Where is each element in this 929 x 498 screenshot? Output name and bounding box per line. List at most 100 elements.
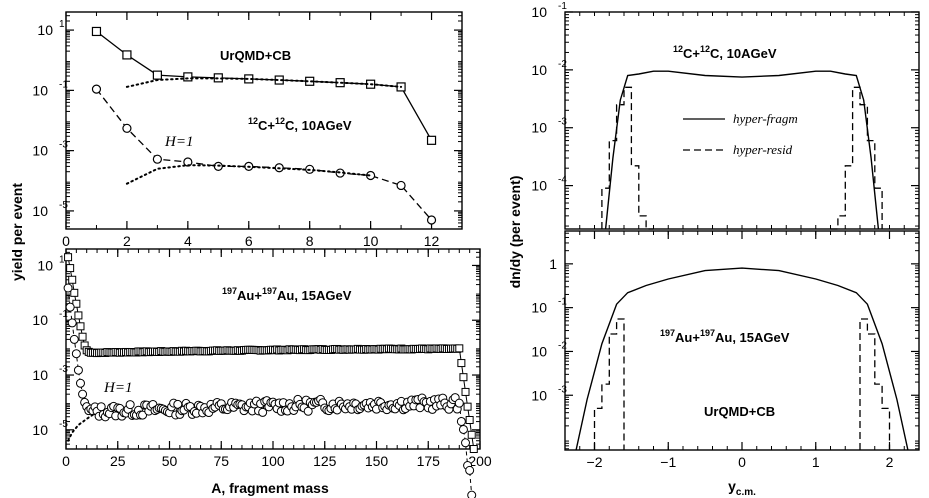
x-tick-label: 50: [162, 453, 178, 469]
x-tick-label: 0: [62, 233, 70, 249]
y-tick-label: 10: [531, 4, 547, 20]
x-tick-label: 2: [123, 233, 131, 249]
right-x-axis-label-main: y: [728, 478, 736, 494]
circle-marker: [75, 378, 85, 388]
hyper-resid-steps: [593, 318, 625, 450]
circle-marker: [303, 406, 313, 416]
y-tick-label: 10: [531, 343, 547, 359]
square-marker: [76, 322, 85, 331]
annotation-cc-left: 12C+12C, 10AGeV: [248, 116, 352, 133]
square-marker: [70, 288, 79, 297]
square-marker: [74, 311, 83, 320]
y-tick-label: 10: [531, 178, 547, 194]
y-tick-exponent: -3: [558, 117, 567, 128]
x-tick-label: 0: [62, 453, 70, 469]
annotation-cc-right: 12C+12C, 10AGeV: [673, 44, 777, 61]
circle-marker: [67, 318, 77, 328]
square-marker: [68, 275, 77, 284]
circle-marker: [138, 410, 148, 420]
right-x-axis-label-sub: c.m.: [736, 487, 756, 498]
square-marker: [91, 26, 102, 37]
circle-marker: [454, 398, 464, 408]
square-marker: [461, 387, 470, 396]
circle-marker: [122, 123, 132, 133]
x-tick-label: 10: [363, 233, 379, 249]
square-marker: [457, 359, 466, 368]
x-tick-label: 100: [261, 453, 285, 469]
x-tick-label: 75: [213, 453, 229, 469]
series-dotted-line: [125, 164, 372, 185]
y-tick-exponent: -3: [558, 384, 567, 395]
circle-marker: [65, 302, 75, 312]
circle-marker: [467, 490, 477, 498]
y-tick-label: 10: [531, 62, 547, 78]
y-tick-exponent: -3: [59, 140, 68, 151]
y-tick-label: 10: [531, 300, 547, 316]
left-y-axis-label: yield per event: [9, 183, 25, 281]
square-marker: [122, 50, 132, 60]
y-tick-exponent: -4: [558, 175, 567, 186]
y-tick-label: 10: [531, 387, 547, 403]
square-marker: [467, 430, 476, 439]
y-tick-exponent: -1: [558, 297, 567, 308]
x-tick-label: 4: [184, 233, 192, 249]
circle-marker: [396, 180, 406, 191]
y-tick-label: 10: [32, 367, 48, 383]
hyper-resid-steps: [859, 318, 891, 450]
circle-marker: [73, 365, 83, 375]
y-tick-label: 10: [37, 22, 53, 38]
h1-label-top: H=1: [164, 134, 193, 150]
hyper-fragm-line: [575, 267, 909, 451]
x-tick-label: 175: [417, 453, 441, 469]
right-y-axis-label: dn/dy (per event): [507, 176, 523, 289]
y-tick-exponent: 1: [59, 254, 65, 265]
circle-marker: [366, 170, 376, 181]
circle-marker: [78, 389, 88, 399]
hyper-fragm-line: [604, 70, 880, 230]
x-tick-label: 0: [738, 454, 746, 470]
circle-marker: [71, 349, 81, 359]
y-tick-exponent: -2: [558, 59, 567, 70]
circle-marker: [258, 407, 268, 417]
y-tick-exponent: -5: [59, 200, 68, 211]
circle-marker: [125, 400, 135, 410]
annotation-urqmd-right: UrQMD+CB: [704, 404, 775, 419]
y-tick-label: 10: [32, 143, 48, 159]
square-marker: [463, 402, 472, 411]
circle-marker: [426, 215, 437, 225]
circle-marker: [461, 438, 471, 448]
x-tick-label: 25: [110, 453, 126, 469]
annotation-urqmd-left: UrQMD+CB: [220, 48, 291, 63]
frame-cc-yield: [65, 11, 463, 230]
x-tick-label: 200: [468, 453, 492, 469]
square-marker: [465, 416, 474, 425]
x-tick-label: −1: [660, 454, 676, 470]
x-tick-label: 6: [245, 233, 253, 249]
circle-marker: [458, 424, 468, 434]
circle-marker: [152, 154, 162, 164]
left-x-axis-label: A, fragment mass: [211, 480, 329, 496]
x-tick-label: 150: [365, 453, 389, 469]
y-tick-exponent: -3: [59, 364, 68, 375]
series-dotted-line: [125, 77, 403, 88]
square-marker: [459, 373, 468, 382]
x-tick-label: 125: [313, 453, 337, 469]
x-tick-label: 2: [886, 454, 894, 470]
circle-marker: [456, 416, 466, 426]
y-tick-label: 1: [549, 256, 557, 272]
square-marker: [66, 264, 75, 273]
y-tick-label: 10: [32, 422, 48, 438]
y-tick-exponent: -1: [558, 1, 567, 12]
annotation-auau-right: 197Au+197Au, 15AGeV: [660, 328, 790, 345]
y-tick-exponent: -1: [59, 79, 68, 90]
circle-marker: [69, 334, 79, 344]
y-tick-exponent: 1: [59, 19, 65, 30]
legend-hyper-fragm: hyper-fragm: [733, 111, 798, 126]
square-marker: [469, 445, 478, 454]
x-tick-label: 8: [306, 233, 314, 249]
circle-marker: [63, 283, 73, 293]
legend-hyper-resid: hyper-resid: [733, 142, 793, 157]
y-tick-label: 10: [32, 203, 48, 219]
x-tick-label: −2: [587, 454, 603, 470]
